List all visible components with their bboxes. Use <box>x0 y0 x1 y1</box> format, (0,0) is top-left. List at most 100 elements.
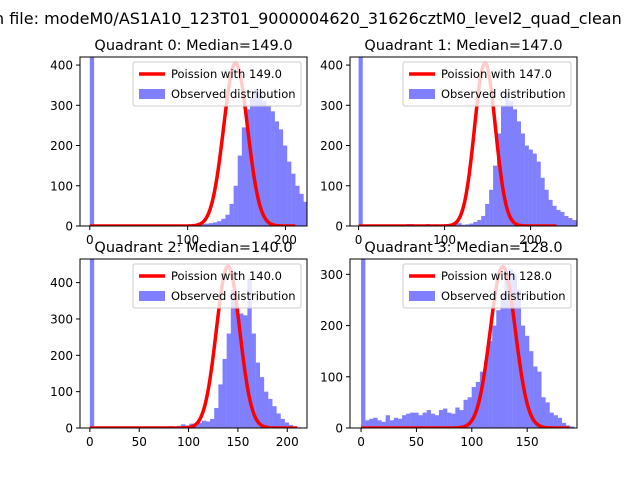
histogram-bar <box>197 422 202 428</box>
figure-suptitle: n file: modeM0/AS1A10_123T01_9000004620_… <box>0 9 622 29</box>
histogram-bar <box>274 121 280 226</box>
y-tick-label: 0 <box>335 220 343 234</box>
histogram-bar <box>451 413 456 428</box>
histogram-bar <box>557 417 563 428</box>
histogram-bar <box>556 209 561 226</box>
histogram-bar <box>410 412 415 428</box>
x-tick-label: 200 <box>519 233 542 247</box>
histogram-bar <box>541 397 546 428</box>
histogram-bar <box>225 214 230 226</box>
histogram-bar <box>457 223 462 226</box>
histogram-bar <box>443 408 448 428</box>
axes-frame <box>349 258 578 429</box>
histogram-bar <box>485 203 490 226</box>
histogram-bar <box>324 222 328 226</box>
histogram-bar <box>208 223 214 226</box>
x-tick-label: 0 <box>357 435 365 449</box>
y-tick-label: 200 <box>50 349 73 363</box>
histogram-bar <box>312 214 316 226</box>
histogram-bar <box>276 413 281 428</box>
histogram-bar <box>226 333 232 428</box>
histogram-bar <box>221 218 226 226</box>
y-tick-label: 200 <box>50 139 73 153</box>
histogram-bar <box>473 221 478 226</box>
histogram-bar <box>280 418 285 428</box>
histogram-bar <box>568 217 573 226</box>
histogram-bar <box>549 412 554 428</box>
histogram-bar <box>528 149 533 226</box>
histogram-bar <box>508 101 514 226</box>
histogram-bar <box>537 371 542 428</box>
histogram-bar <box>512 109 518 226</box>
x-tick-label: 100 <box>176 233 199 247</box>
histogram-bar <box>361 259 366 428</box>
histogram-bar <box>282 145 288 226</box>
histogram-bar <box>461 224 466 226</box>
histogram-bar <box>533 366 538 428</box>
histogram-bar <box>200 223 206 226</box>
histogram-bar <box>438 410 444 428</box>
histogram-bar <box>210 418 215 428</box>
histogram-bar <box>516 121 521 226</box>
histogram-bar <box>483 361 489 428</box>
y-tick-label: 200 <box>320 319 343 333</box>
histogram-bar <box>465 224 470 226</box>
histogram-bar <box>540 177 545 226</box>
histogram-bar <box>430 413 436 428</box>
histogram-bar <box>89 259 95 428</box>
histogram-bar <box>524 335 530 428</box>
quadrant-2-title: Quadrant 2: Median=140.0 <box>94 240 292 256</box>
y-tick-label: 300 <box>320 268 343 282</box>
histogram-bar <box>218 384 223 428</box>
y-tick-label: 0 <box>335 422 343 436</box>
histogram-bar <box>233 185 238 226</box>
histogram-bar <box>488 340 493 428</box>
histogram-bar <box>414 412 419 428</box>
histogram-bar <box>373 417 378 428</box>
legend-bar-swatch <box>409 89 435 99</box>
histogram-bar <box>552 205 557 226</box>
histogram-bar <box>426 410 431 428</box>
axes-frame <box>79 56 308 227</box>
histogram-bar <box>492 325 497 428</box>
histogram-bar <box>254 89 259 226</box>
histogram-bar <box>299 193 304 226</box>
histogram-bar <box>544 189 549 226</box>
histogram-bar <box>434 415 440 428</box>
legend-box <box>402 61 572 107</box>
histogram-bar <box>247 278 252 428</box>
histogram-bar <box>214 408 219 428</box>
y-tick-label: 100 <box>50 179 73 193</box>
x-tick-label: 0 <box>86 233 94 247</box>
legend-label-poisson: Poission with 128.0 <box>441 269 552 283</box>
quadrant-0-plot: 0 100 200 0 100 200 300 400 Quadrant 0: Median=1… <box>50 38 332 247</box>
histogram-bar <box>381 421 386 428</box>
histogram-bar <box>385 415 390 428</box>
quadrant-0-title: Quadrant 0: Median=149.0 <box>94 38 292 54</box>
axes-frame <box>79 258 308 429</box>
histogram-bar <box>237 155 243 226</box>
axes-frame <box>349 56 578 227</box>
legend-box <box>132 263 302 309</box>
histogram-bar <box>287 161 292 226</box>
y-tick-label: 200 <box>320 139 343 153</box>
histogram-bar <box>459 410 464 428</box>
x-tick-label: 150 <box>516 435 539 449</box>
histogram-bar <box>529 351 534 428</box>
histogram-bar <box>422 412 427 428</box>
quadrant-2-plot: 0 50 100 150 200 0 100 200 300 400 Quadrant 2: Med… <box>50 240 308 449</box>
histogram-bar <box>481 215 486 226</box>
histogram-bar <box>201 420 207 428</box>
histogram-bar <box>545 402 550 428</box>
histogram-bar <box>272 406 277 428</box>
y-tick-label: 300 <box>50 99 73 113</box>
histogram-bar <box>570 426 575 428</box>
y-tick-label: 400 <box>50 276 73 290</box>
legend-box <box>402 263 572 309</box>
histogram-bar <box>504 279 509 428</box>
histogram-bar <box>389 420 395 428</box>
histogram-bar <box>328 223 332 226</box>
histogram-bar <box>497 133 502 226</box>
histogram-bar <box>536 161 541 226</box>
